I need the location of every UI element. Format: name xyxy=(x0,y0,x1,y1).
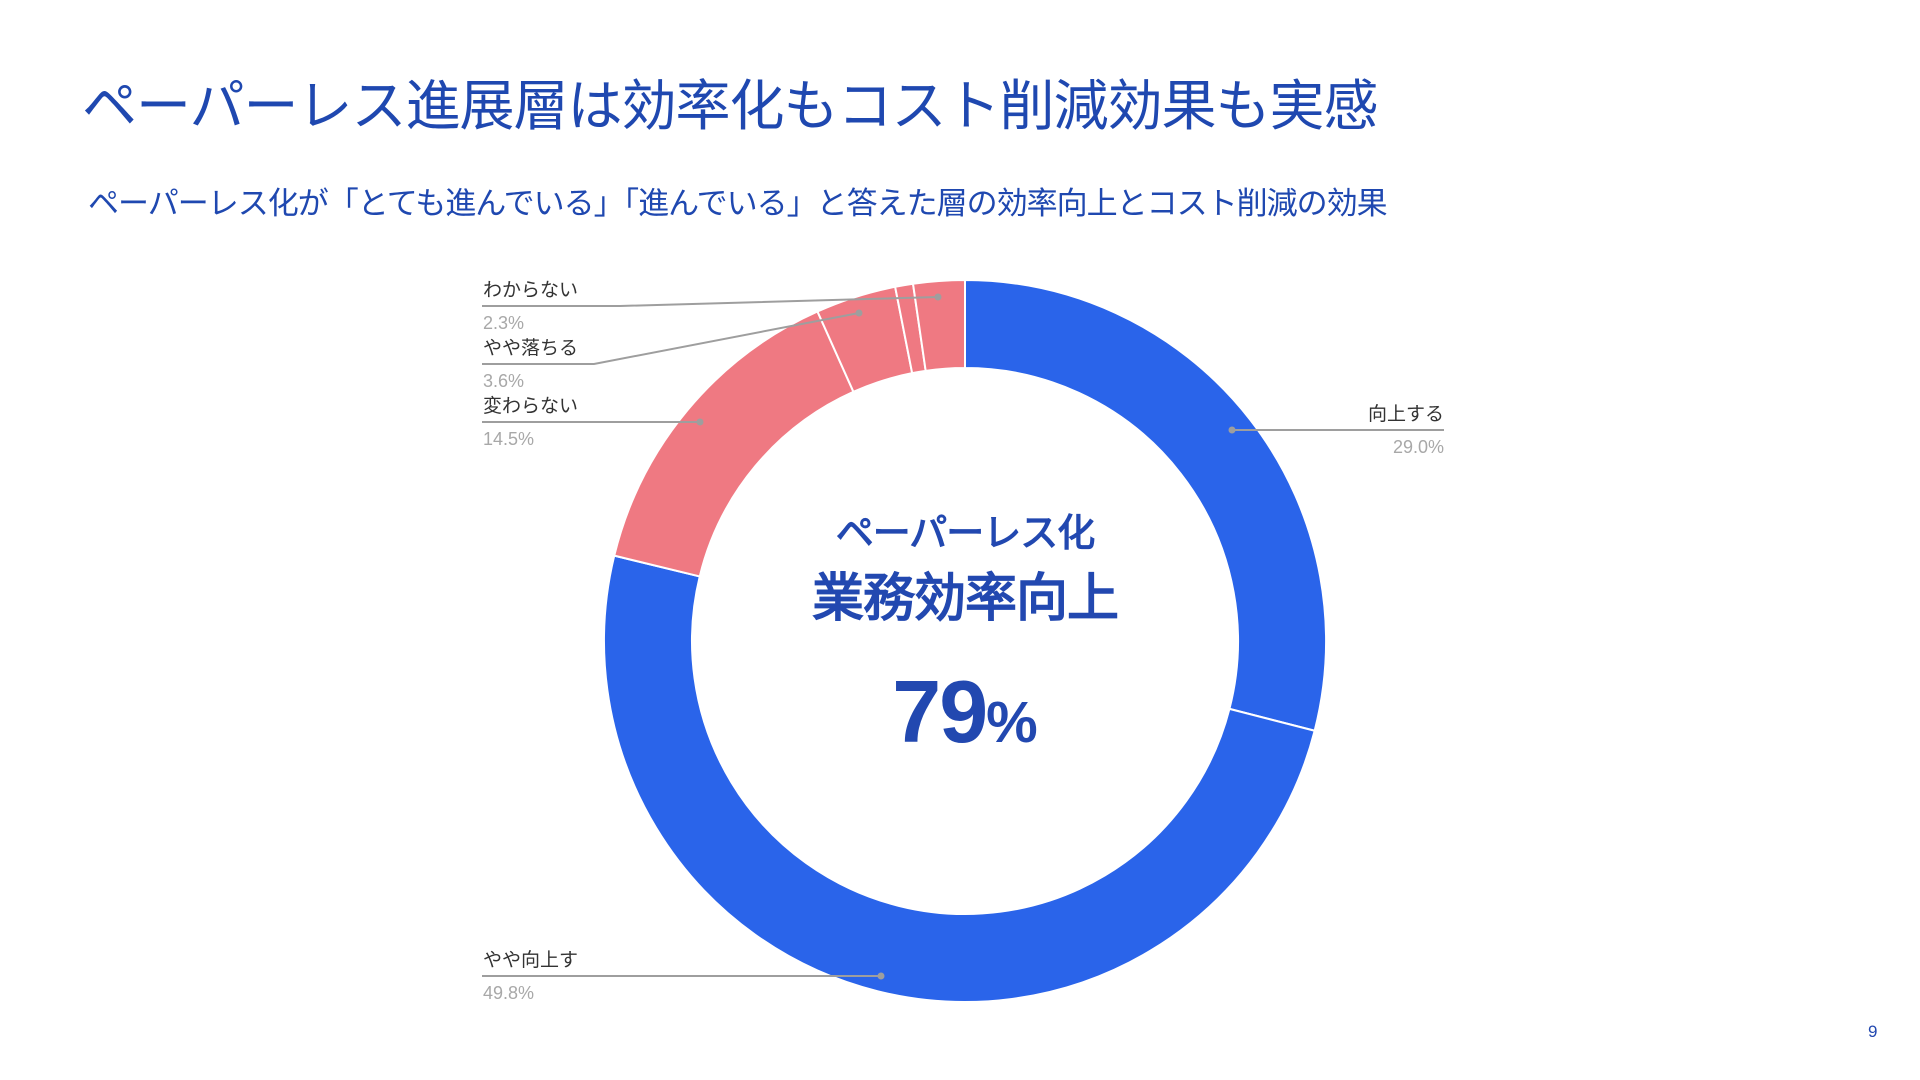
pct-koujou-suru: 29.0% xyxy=(1392,437,1444,457)
label-yaya-koujou: やや向上す xyxy=(483,950,579,971)
donut-slice xyxy=(911,278,966,372)
center-label-line2: 業務効率向上 xyxy=(811,570,1119,628)
donut-slice xyxy=(964,278,1327,732)
pct-kawaranai: 14.5% xyxy=(483,429,535,449)
label-koujou-suru: 向上する xyxy=(1367,404,1444,425)
slide-title: ペーパーレス進展層は効率化もコスト削減効果も実感 xyxy=(82,75,1378,137)
label-yaya-ochiru: やや落ちる xyxy=(483,338,579,359)
slide-subtitle: ペーパーレス化が「とても進んでいる」「進んでいる」と答えた層の効率向上とコスト削… xyxy=(88,186,1388,221)
leader-dots xyxy=(696,293,1236,980)
pct-wakaranai: 2.3% xyxy=(483,313,525,333)
leader-line-yaya-ochiru xyxy=(482,312,860,365)
label-wakaranai: わからない xyxy=(483,280,579,301)
leader-lines xyxy=(482,296,1444,977)
page-number: 9 xyxy=(1868,1022,1878,1041)
donut-slices xyxy=(603,278,1327,1004)
leader-line-wakaranai xyxy=(482,296,939,307)
pct-yaya-koujou: 49.8% xyxy=(483,983,535,1003)
label-kawaranai: 変わらない xyxy=(483,396,579,417)
center-label-line1: ペーパーレス化 xyxy=(835,513,1096,555)
donut-slice xyxy=(603,554,1316,1004)
center-value-unit: % xyxy=(986,690,1038,755)
center-value-number: 79 xyxy=(892,662,988,761)
center-value: 79% xyxy=(765,662,1165,788)
pct-yaya-ochiru: 3.6% xyxy=(483,371,525,391)
